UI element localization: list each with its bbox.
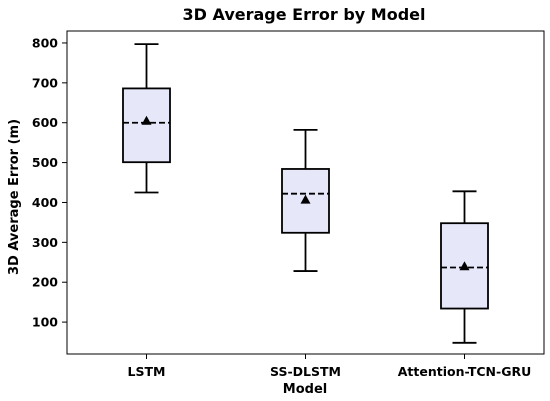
box-series <box>122 43 489 344</box>
y-axis-ticks: 100 200 300 400 500 600 700 800 <box>32 35 67 330</box>
y-tick-label: 200 <box>32 275 58 290</box>
box-lstm <box>122 43 171 194</box>
y-tick-label: 100 <box>32 315 58 330</box>
box-attention-tcn-gru <box>440 190 489 344</box>
mean-marker <box>141 115 152 125</box>
y-tick-label: 500 <box>32 155 58 170</box>
x-axis-ticks: LSTM SS-DLSTM Attention-TCN-GRU <box>128 354 531 379</box>
y-axis-label: 3D Average Error (m) <box>7 119 22 275</box>
mean-marker <box>459 261 470 271</box>
x-tick-label: SS-DLSTM <box>270 364 341 379</box>
y-tick-label: 700 <box>32 75 58 90</box>
box-ss-dlstm <box>281 128 330 272</box>
x-tick-label: LSTM <box>128 364 166 379</box>
x-tick-label: Attention-TCN-GRU <box>398 364 531 379</box>
y-tick-label: 800 <box>32 35 58 50</box>
iqr-box <box>122 87 171 164</box>
x-axis-label: Model <box>283 382 327 397</box>
mean-marker <box>300 194 311 204</box>
y-tick-label: 600 <box>32 115 58 130</box>
chart-title: 3D Average Error by Model <box>183 5 426 24</box>
y-tick-label: 300 <box>32 235 58 250</box>
y-tick-label: 400 <box>32 195 58 210</box>
